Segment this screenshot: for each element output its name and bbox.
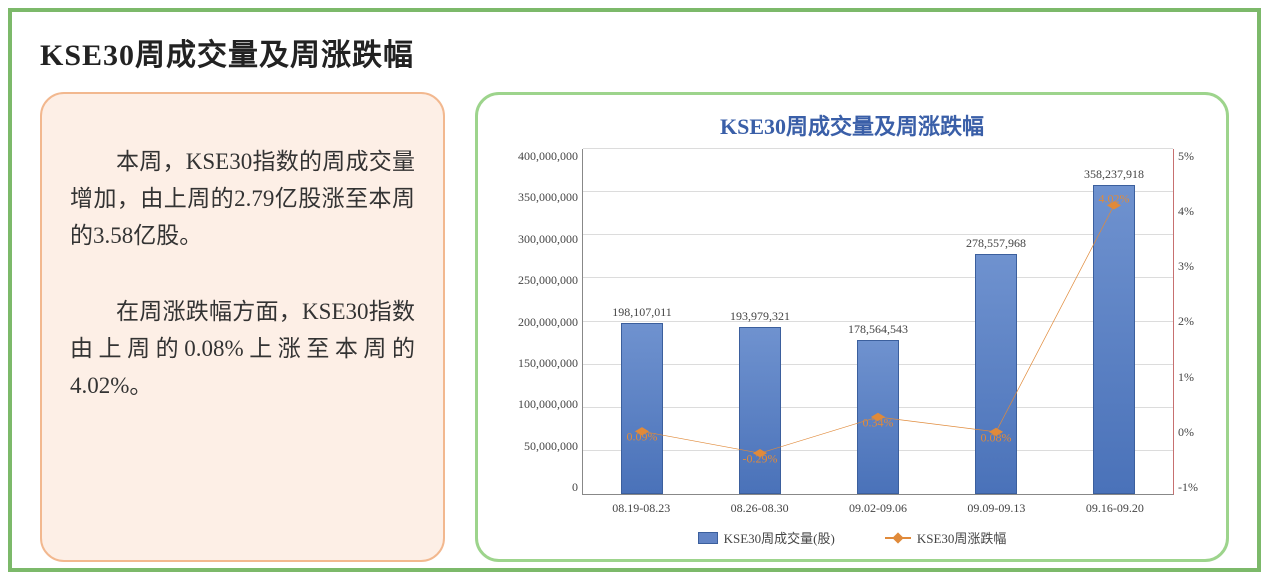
legend-swatch-line-icon	[885, 537, 911, 539]
line-value-label: 0.34%	[863, 415, 894, 430]
y-left-tick: 0	[496, 480, 578, 495]
x-tick: 09.16-09.20	[1056, 501, 1174, 516]
y-right-tick: 4%	[1178, 204, 1208, 219]
bars-row: 198,107,011 193,979,321 178,564,543 278,557…	[583, 149, 1173, 494]
x-tick: 08.19-08.23	[582, 501, 700, 516]
y-left-tick: 400,000,000	[496, 149, 578, 164]
y-left-tick: 250,000,000	[496, 273, 578, 288]
bar	[621, 323, 663, 494]
line-value-label: 4.02%	[1099, 192, 1130, 207]
y-right-axis-labels: 5% 4% 3% 2% 1% 0% -1%	[1174, 149, 1208, 495]
outer-frame: KSE30周成交量及周涨跌幅 本周，KSE30指数的周成交量增加，由上周的2.7…	[8, 8, 1261, 572]
content-row: 本周，KSE30指数的周成交量增加，由上周的2.79亿股涨至本周的3.58亿股。…	[40, 92, 1229, 562]
text-panel: 本周，KSE30指数的周成交量增加，由上周的2.79亿股涨至本周的3.58亿股。…	[40, 92, 445, 562]
legend-label-line: KSE30周涨跌幅	[917, 528, 1007, 547]
bar	[1093, 185, 1135, 494]
plot-wrap: 400,000,000 350,000,000 300,000,000 250,…	[496, 149, 1208, 495]
legend-swatch-bar-icon	[698, 532, 718, 544]
x-tick: 09.02-09.06	[819, 501, 937, 516]
page-title: KSE30周成交量及周涨跌幅	[40, 30, 1229, 74]
x-axis-labels: 08.19-08.23 08.26-08.30 09.02-09.06 09.0…	[582, 501, 1174, 516]
legend-label-bar: KSE30周成交量(股)	[724, 528, 835, 547]
line-value-label: 0.08%	[981, 430, 1012, 445]
y-right-tick: -1%	[1178, 480, 1208, 495]
legend-item-bar: KSE30周成交量(股)	[698, 528, 835, 547]
y-left-tick: 100,000,000	[496, 397, 578, 412]
bar-value-label: 178,564,543	[848, 322, 908, 337]
bar-value-label: 198,107,011	[612, 305, 672, 320]
y-left-tick: 300,000,000	[496, 232, 578, 247]
chart-legend: KSE30周成交量(股) KSE30周涨跌幅	[496, 528, 1208, 547]
bar	[739, 327, 781, 494]
paragraph-2: 在周涨跌幅方面，KSE30指数由上周的0.08%上涨至本周的4.02%。	[70, 294, 415, 404]
x-tick: 08.26-08.30	[700, 501, 818, 516]
line-value-label: 0.09%	[627, 430, 658, 445]
bar-value-label: 358,237,918	[1084, 167, 1144, 182]
y-right-tick: 1%	[1178, 370, 1208, 385]
legend-item-line: KSE30周涨跌幅	[885, 528, 1007, 547]
chart-title: KSE30周成交量及周涨跌幅	[496, 109, 1208, 141]
bar-slot: 178,564,543	[819, 149, 937, 494]
plot-area: 198,107,011 193,979,321 178,564,543 278,557…	[582, 149, 1174, 495]
bar-value-label: 278,557,968	[966, 236, 1026, 251]
bar	[975, 254, 1017, 494]
y-right-tick: 5%	[1178, 149, 1208, 164]
paragraph-1: 本周，KSE30指数的周成交量增加，由上周的2.79亿股涨至本周的3.58亿股。	[70, 144, 415, 254]
y-left-tick: 50,000,000	[496, 439, 578, 454]
y-left-axis-labels: 400,000,000 350,000,000 300,000,000 250,…	[496, 149, 582, 495]
y-left-tick: 150,000,000	[496, 356, 578, 371]
y-right-tick: 3%	[1178, 259, 1208, 274]
y-right-tick: 2%	[1178, 314, 1208, 329]
y-right-tick: 0%	[1178, 425, 1208, 440]
bar-slot: 193,979,321	[701, 149, 819, 494]
y-left-tick: 350,000,000	[496, 190, 578, 205]
bar-value-label: 193,979,321	[730, 309, 790, 324]
line-value-label: -0.29%	[743, 452, 778, 467]
y-left-tick: 200,000,000	[496, 315, 578, 330]
chart-panel: KSE30周成交量及周涨跌幅 400,000,000 350,000,000 3…	[475, 92, 1229, 562]
x-tick: 09.09-09.13	[937, 501, 1055, 516]
